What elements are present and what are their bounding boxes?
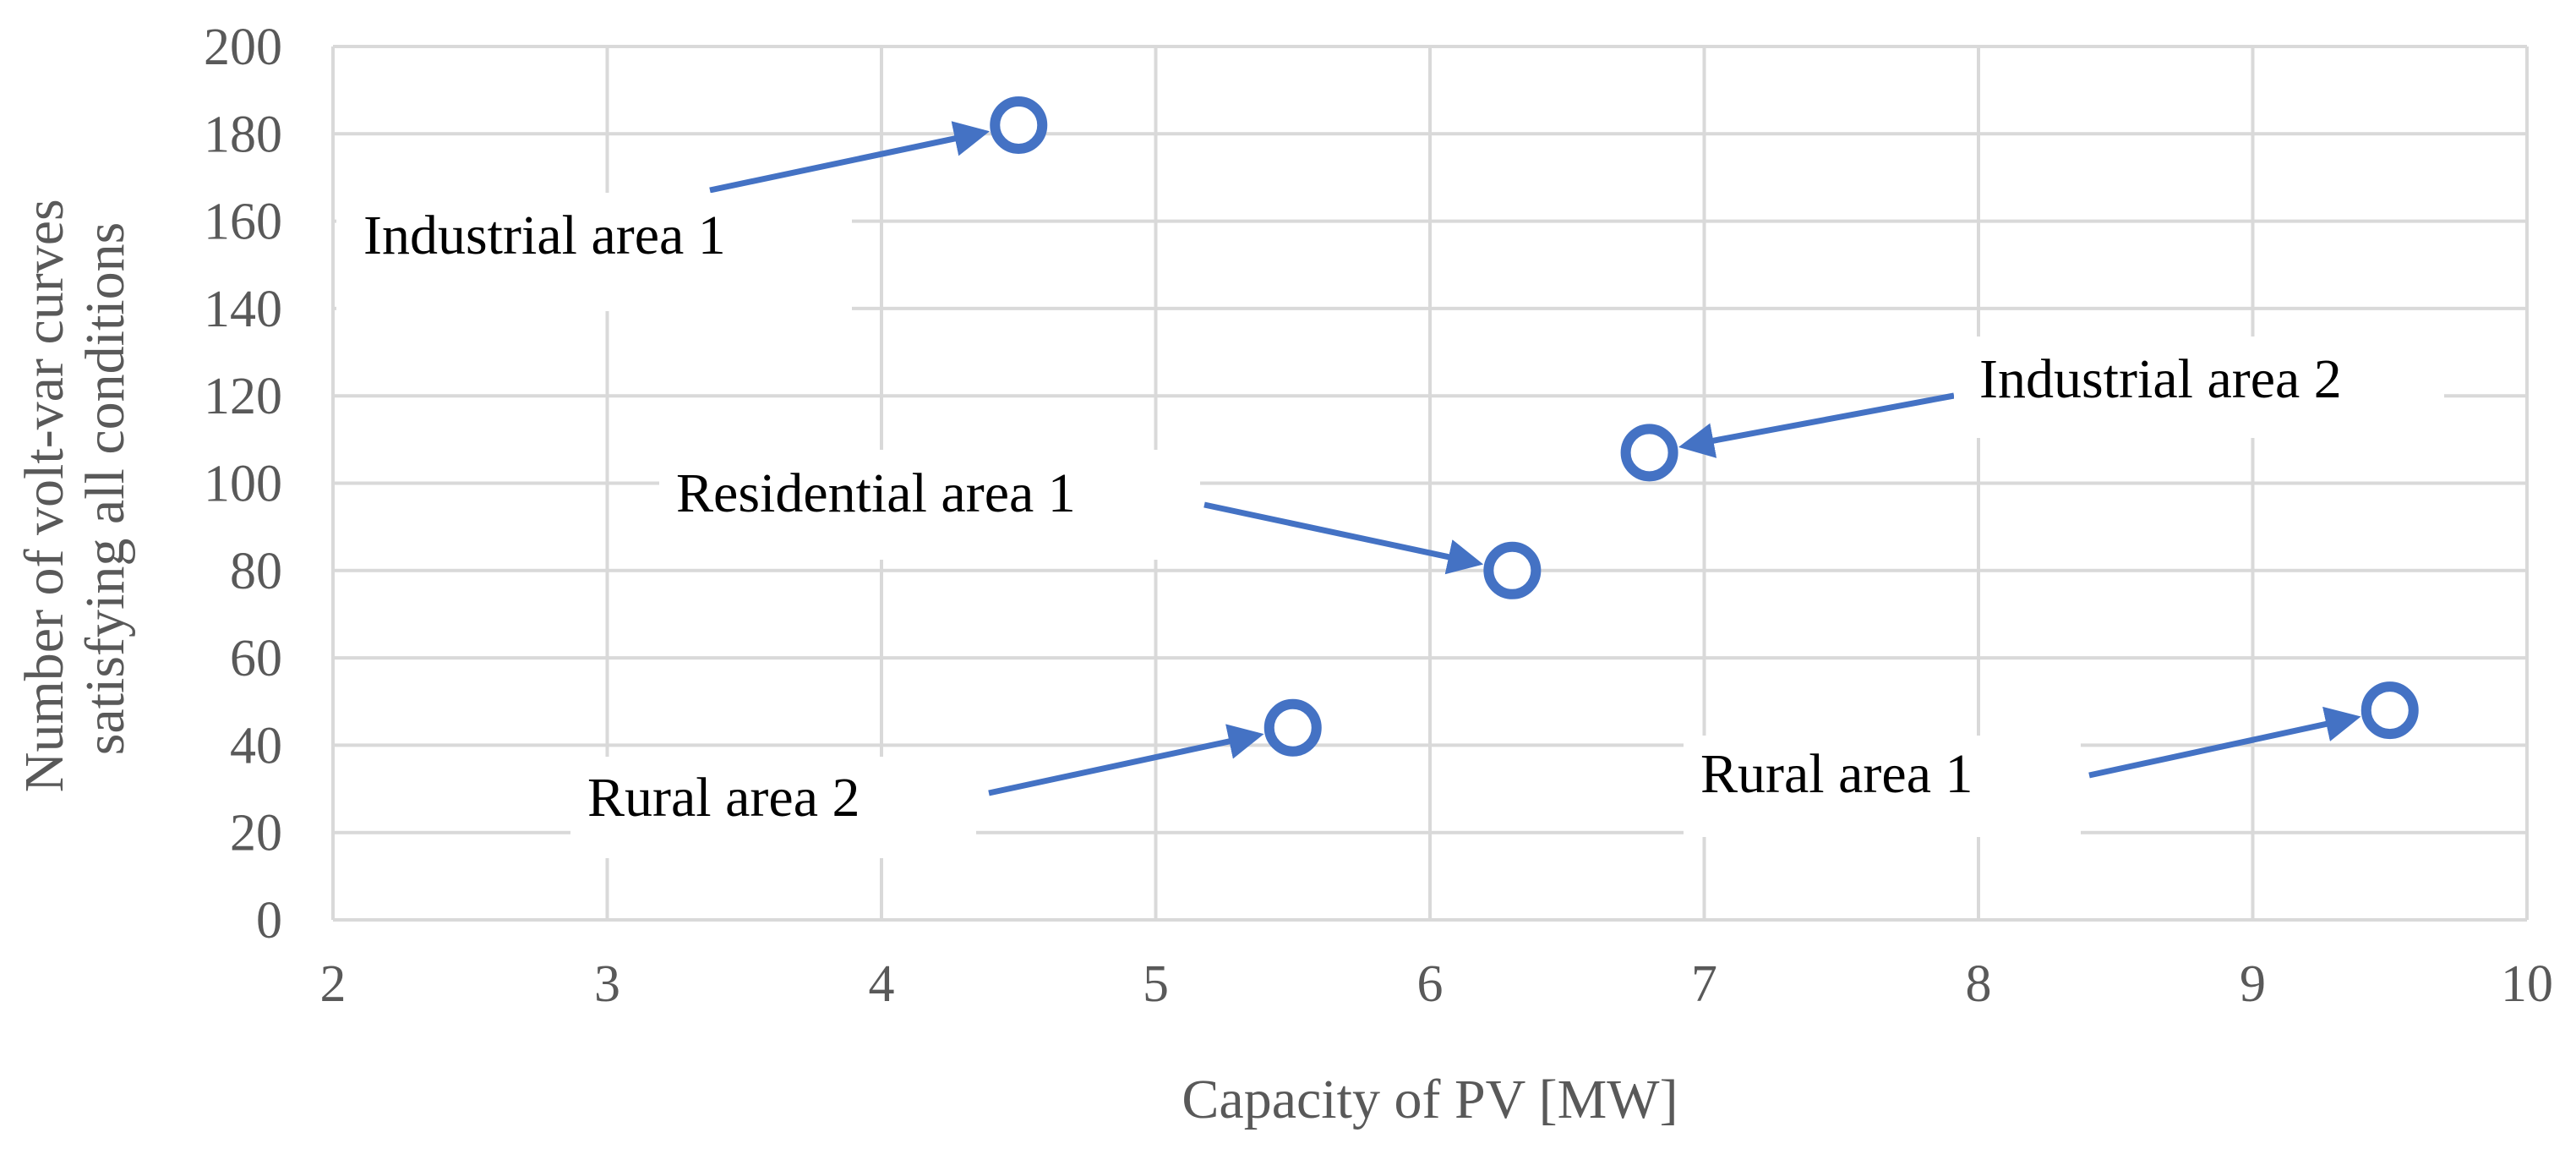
y-axis-title-line-2: satisfying all conditions xyxy=(74,222,136,756)
data-point-marker xyxy=(1483,541,1542,599)
y-tick-label: 160 xyxy=(204,194,282,251)
data-point-marker xyxy=(1263,698,1322,757)
x-axis-title: Capacity of PV [MW] xyxy=(1182,1069,1678,1130)
annotation-arrow xyxy=(709,121,991,194)
y-axis-title: Number of volt-var curves satisfying all… xyxy=(14,185,136,792)
y-tick-label: 140 xyxy=(204,281,282,338)
data-point-marker xyxy=(990,96,1048,154)
y-tick-label: 60 xyxy=(230,630,282,687)
data-point-marker xyxy=(2360,681,2419,740)
annotation-label: Residential area 1 xyxy=(676,462,1076,524)
x-tick-label: 2 xyxy=(320,955,347,1013)
annotation-label-background xyxy=(1684,736,2081,837)
y-tick-label: 0 xyxy=(256,892,282,949)
data-points xyxy=(990,96,2419,757)
axes xyxy=(331,47,2527,922)
annotation-label-background xyxy=(336,193,852,311)
annotation-label-background xyxy=(1954,336,2444,438)
annotation-labels: Industrial area 1 Industrial area 2 Reside… xyxy=(336,193,2444,858)
x-tick-label: 9 xyxy=(2240,955,2266,1013)
y-tick-label: 80 xyxy=(230,543,282,600)
y-tick-label: 100 xyxy=(204,456,282,513)
annotation-label: Rural area 2 xyxy=(587,767,860,829)
annotation-arrow xyxy=(2088,706,2361,779)
annotation-label: Rural area 1 xyxy=(1700,743,1973,805)
y-tick-label: 20 xyxy=(230,805,282,862)
x-tick-label: 6 xyxy=(1417,955,1444,1013)
annotation-arrow xyxy=(988,724,1264,796)
annotation-label: Industrial area 1 xyxy=(363,205,726,266)
x-tick-label: 7 xyxy=(1691,955,1717,1013)
y-tick-label: 40 xyxy=(230,717,282,774)
y-tick-label: 120 xyxy=(204,368,282,425)
axis-titles: Capacity of PV [MW] Number of volt-var c… xyxy=(14,185,1678,1130)
y-tick-label: 200 xyxy=(204,19,282,76)
annotation-arrow xyxy=(1203,501,1484,575)
y-tick-label: 180 xyxy=(204,106,282,163)
annotation-label: Industrial area 2 xyxy=(1979,348,2342,410)
x-tick-label: 3 xyxy=(594,955,620,1013)
data-point-marker xyxy=(1620,424,1678,482)
annotation-label-background xyxy=(570,757,976,858)
y-axis-title-line-1: Number of volt-var curves xyxy=(14,199,75,792)
x-tick-label: 4 xyxy=(869,955,895,1013)
x-tick-label: 10 xyxy=(2501,955,2553,1013)
annotation-label-background xyxy=(659,450,1200,560)
x-tick-label: 5 xyxy=(1143,955,1169,1013)
x-tick-label: 8 xyxy=(1966,955,1992,1013)
annotation-arrow xyxy=(1678,392,1955,458)
annotation-arrows xyxy=(709,121,2361,796)
